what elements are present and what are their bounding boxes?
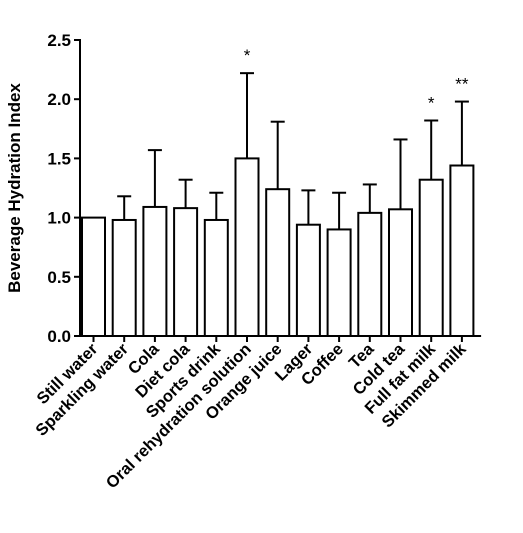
y-axis-title: Beverage Hydration Index [5,83,24,293]
bars-group: **** [81,46,475,338]
bar [388,208,413,337]
bar [81,216,106,338]
bar [111,218,137,337]
bar [142,205,168,337]
bar [265,188,291,337]
bar [418,178,444,337]
bar [173,207,199,338]
y-tick-label: 1.0 [47,209,71,228]
y-tick-label: 1.5 [47,149,71,168]
bar [295,223,321,337]
y-axis-ticks: 0.0 0.5 1.0 1.5 2.0 2.5 [47,31,80,346]
bar [449,164,475,337]
significance-marker: * [244,46,251,65]
bar [234,157,260,337]
significance-marker: * [428,94,435,113]
bar [326,228,352,337]
y-tick-label: 0.0 [47,327,71,346]
significance-marker: ** [455,75,469,94]
bar [357,211,383,337]
y-tick-label: 0.5 [47,268,71,287]
y-tick-label: 2.5 [47,31,71,50]
bar [203,218,229,337]
y-tick-label: 2.0 [47,90,71,109]
